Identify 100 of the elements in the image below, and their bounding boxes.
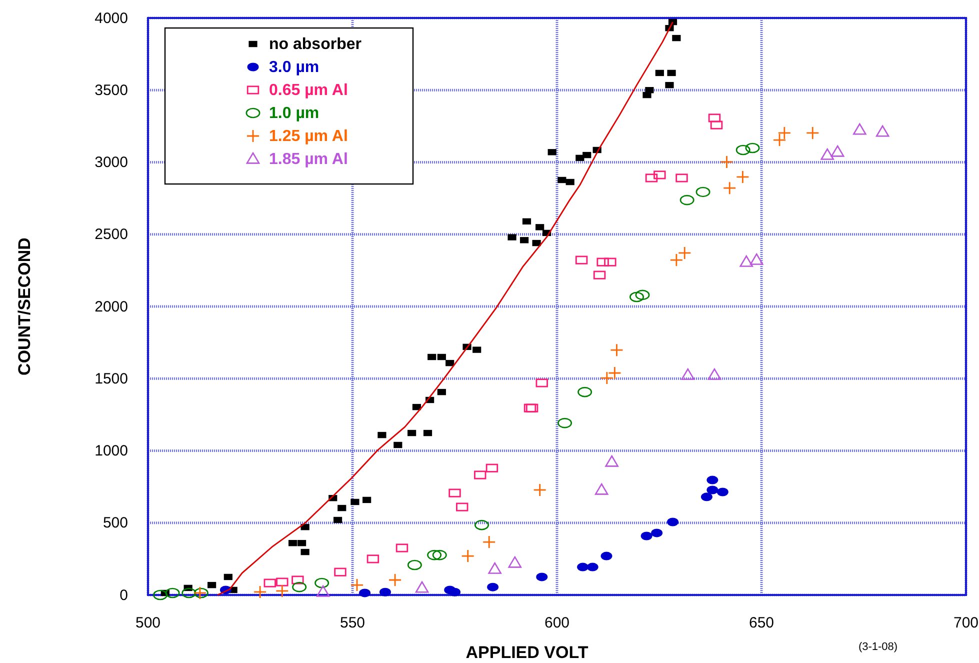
point: [338, 504, 346, 512]
point: [314, 578, 330, 588]
legend-label: 1.0 µm: [269, 105, 320, 122]
point: [600, 371, 614, 385]
point: [488, 562, 502, 574]
x-tick-label: 650: [748, 614, 774, 632]
point: [536, 572, 548, 582]
point: [830, 145, 844, 157]
point: [482, 535, 496, 549]
point: [388, 573, 402, 587]
point: [456, 502, 468, 512]
point: [670, 253, 684, 267]
point: [654, 170, 666, 180]
point: [532, 240, 541, 246]
point: [350, 578, 364, 592]
point: [316, 585, 330, 597]
y-axis-title: COUNT/SECOND: [15, 238, 34, 376]
point: [432, 550, 447, 560]
y-tick-label: 3000: [94, 154, 128, 172]
point: [668, 18, 678, 26]
point: [740, 255, 754, 267]
point: [772, 133, 786, 147]
y-tick-label: 1000: [94, 442, 128, 460]
text: (3-1-08): [858, 641, 898, 653]
x-tick-label: 600: [544, 614, 570, 632]
y-tick-label: 0: [120, 586, 128, 604]
point: [428, 354, 436, 360]
point: [253, 585, 267, 599]
y-tick-label: 1500: [94, 370, 128, 388]
point: [224, 574, 232, 580]
legend-label: 3.0 µm: [269, 59, 320, 76]
point: [472, 346, 482, 353]
point: [533, 483, 547, 497]
point: [350, 498, 360, 506]
point: [300, 548, 310, 556]
point: [446, 360, 454, 366]
point: [437, 388, 446, 396]
point: [264, 578, 276, 588]
point: [666, 518, 678, 526]
point: [680, 194, 694, 206]
point: [676, 174, 688, 182]
point: [586, 562, 598, 572]
point: [508, 234, 516, 240]
point: [423, 430, 432, 436]
point: [806, 126, 820, 140]
x-tick-label: 500: [135, 614, 161, 632]
y-tick-label: 4000: [94, 10, 128, 27]
point: [297, 540, 306, 546]
point: [651, 528, 663, 538]
point: [394, 442, 402, 448]
point: [427, 550, 442, 560]
point: [608, 366, 622, 380]
point: [334, 568, 346, 576]
point: [630, 292, 644, 302]
point: [582, 152, 592, 158]
point: [415, 581, 429, 593]
point: [600, 552, 612, 560]
point: [288, 540, 298, 546]
legend-label: 1.85 µm Al: [269, 151, 348, 168]
point: [275, 584, 289, 598]
point: [720, 155, 734, 169]
point: [696, 186, 710, 198]
point: [642, 92, 652, 98]
point: [736, 144, 750, 156]
point: [716, 488, 728, 496]
y-tick-label: 2000: [94, 298, 128, 316]
point: [604, 258, 616, 266]
point: [635, 290, 650, 300]
legend-label: 0.65 µm Al: [269, 82, 348, 99]
point: [640, 532, 652, 540]
point: [558, 418, 572, 428]
point: [706, 486, 718, 494]
y-tick-label: 3500: [94, 82, 128, 99]
point: [378, 432, 386, 438]
point: [508, 556, 522, 568]
point: [153, 590, 168, 600]
point: [449, 588, 460, 596]
point: [610, 343, 624, 357]
point: [412, 404, 422, 410]
point: [594, 483, 608, 495]
point: [655, 70, 664, 76]
point: [645, 87, 654, 94]
point: [722, 181, 736, 195]
point: [208, 582, 216, 588]
point: [292, 576, 304, 584]
point: [706, 476, 718, 484]
point: [461, 549, 475, 563]
point: [566, 178, 574, 186]
point: [448, 488, 461, 498]
point: [576, 154, 584, 162]
point: [359, 588, 371, 598]
point: [578, 386, 592, 398]
point: [437, 354, 446, 360]
point: [276, 578, 288, 586]
legend-label: no absorber: [269, 36, 362, 53]
x-axis-title: APPLIED VOLT: [466, 643, 589, 662]
point: [487, 582, 499, 592]
point: [853, 123, 866, 135]
point: [558, 176, 566, 184]
y-tick-label: 500: [102, 514, 128, 532]
